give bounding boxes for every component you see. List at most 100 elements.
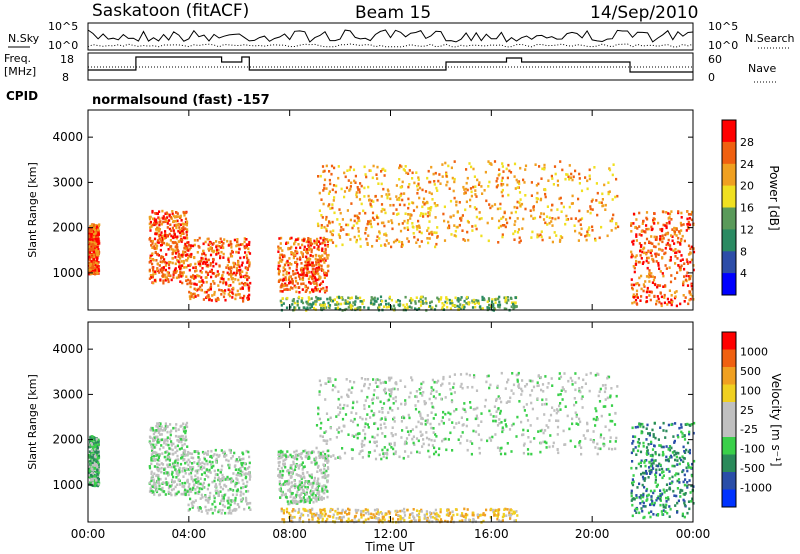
scatter-cell <box>309 244 313 247</box>
scatter-cell <box>312 490 315 493</box>
scatter-cell <box>161 270 164 274</box>
scatter-cell <box>668 289 671 292</box>
scatter-cell <box>307 450 310 454</box>
scatter-cell <box>231 493 235 497</box>
scatter-cell <box>287 263 290 267</box>
scatter-cell <box>179 425 182 428</box>
scatter-cell <box>440 296 443 299</box>
scatter-cell <box>653 294 656 298</box>
scatter-cell <box>168 219 171 222</box>
scatter-cell <box>381 448 384 452</box>
scatter-cell <box>574 169 577 173</box>
scatter-cell <box>245 267 248 270</box>
scatter-cell <box>162 279 165 283</box>
scatter-cell <box>235 482 238 485</box>
scatter-cell <box>149 236 152 240</box>
scatter-cell <box>203 471 206 474</box>
scatter-cell <box>198 490 201 493</box>
scatter-cell <box>235 477 238 480</box>
scatter-cell <box>297 467 300 470</box>
scatter-cell <box>510 305 513 309</box>
scatter-cell <box>200 493 203 497</box>
scatter-cell <box>422 197 426 201</box>
scatter-cell <box>160 488 163 491</box>
scatter-cell <box>516 217 519 220</box>
scatter-cell <box>163 234 167 237</box>
scatter-cell <box>306 300 309 303</box>
scatter-cell <box>330 164 334 168</box>
scatter-cell <box>165 481 168 484</box>
scatter-cell <box>170 234 173 238</box>
scatter-cell <box>405 426 408 429</box>
scatter-cell <box>469 198 472 202</box>
scatter-cell <box>313 239 316 243</box>
scatter-cell <box>595 199 598 202</box>
scatter-cell <box>302 282 305 285</box>
y-tick-label: 4000 <box>52 130 83 144</box>
scatter-cell <box>632 265 635 268</box>
scatter-cell <box>170 278 173 282</box>
scatter-cell <box>640 295 643 298</box>
scatter-cell <box>467 301 470 304</box>
scatter-cell <box>428 397 431 401</box>
scatter-cell <box>390 245 393 249</box>
scatter-cell <box>677 211 680 215</box>
scatter-cell <box>426 176 429 180</box>
scatter-cell <box>92 438 95 442</box>
scatter-cell <box>173 271 176 275</box>
scatter-cell <box>285 455 288 458</box>
scatter-cell <box>175 429 178 433</box>
scatter-cell <box>542 218 546 221</box>
scatter-cell <box>310 493 313 496</box>
scatter-cell <box>228 477 231 481</box>
scatter-cell <box>188 452 191 455</box>
scatter-cell <box>404 450 407 453</box>
scatter-cell <box>392 452 395 456</box>
scatter-cell <box>89 455 92 458</box>
scatter-cell <box>93 448 97 452</box>
scatter-cell <box>247 297 250 301</box>
scatter-cell <box>226 271 229 275</box>
scatter-cell <box>230 512 233 515</box>
scatter-cell <box>301 276 305 279</box>
scatter-cell <box>437 379 440 383</box>
scatter-cell <box>612 163 615 166</box>
scatter-cell <box>237 260 240 264</box>
scatter-cell <box>665 211 668 214</box>
scatter-cell <box>192 296 195 299</box>
scatter-cell <box>295 485 298 488</box>
scatter-cell <box>369 222 372 226</box>
scatter-cell <box>241 470 244 474</box>
scatter-cell <box>172 273 175 276</box>
scatter-cell <box>168 459 171 462</box>
scatter-cell <box>416 238 419 242</box>
scatter-cell <box>222 256 225 259</box>
scatter-cell <box>96 448 100 451</box>
scatter-cell <box>340 187 343 191</box>
scatter-cell <box>664 247 667 250</box>
scatter-cell <box>350 411 353 414</box>
scatter-cell <box>321 476 324 479</box>
scatter-cell <box>88 234 91 238</box>
scatter-cell <box>607 191 610 194</box>
scatter-cell <box>503 224 506 227</box>
scatter-cell <box>445 174 448 178</box>
scatter-cell <box>450 233 453 236</box>
scatter-cell <box>544 195 547 199</box>
scatter-cell <box>653 235 656 239</box>
scatter-cell <box>227 244 230 247</box>
scatter-cell <box>327 449 330 453</box>
scatter-cell <box>355 295 358 299</box>
scatter-cell <box>294 272 297 275</box>
scatter-cell <box>93 458 96 462</box>
scatter-cell <box>223 484 226 487</box>
scatter-cell <box>287 271 291 275</box>
scatter-cell <box>438 300 441 303</box>
scatter-cell <box>97 224 100 227</box>
scatter-cell <box>287 246 290 250</box>
scatter-cell <box>326 238 329 241</box>
scatter-cell <box>328 304 332 307</box>
scatter-cell <box>428 455 431 459</box>
scatter-cell <box>181 227 184 230</box>
scatter-cell <box>89 474 93 477</box>
